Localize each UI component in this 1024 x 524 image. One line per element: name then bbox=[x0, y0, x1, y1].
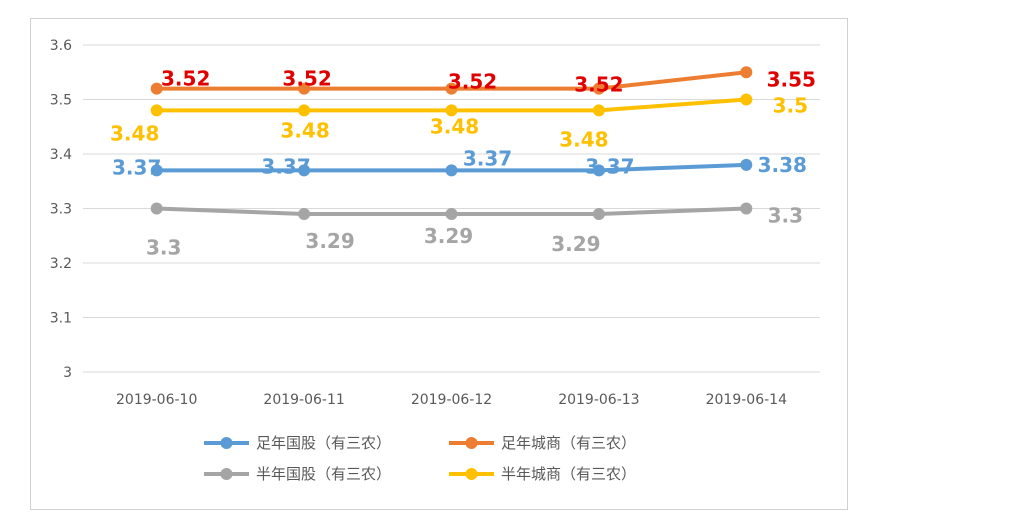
y-tick-label: 3.2 bbox=[50, 256, 72, 272]
data-label: 3.3 bbox=[768, 204, 803, 228]
y-tick-label: 3.4 bbox=[50, 147, 72, 163]
data-point bbox=[298, 104, 311, 117]
data-point bbox=[740, 93, 753, 106]
y-tick-label: 3.5 bbox=[50, 93, 72, 109]
legend-swatch-marker bbox=[465, 437, 478, 449]
y-axis-ticks: 3 3.1 3.2 3.3 3.4 3.5 3.6 bbox=[50, 38, 72, 381]
data-label: 3.48 bbox=[280, 118, 329, 142]
data-point bbox=[592, 82, 605, 95]
data-label: 3.48 bbox=[559, 127, 608, 151]
data-point bbox=[445, 82, 458, 95]
gridlines bbox=[83, 44, 820, 373]
data-label: 3.55 bbox=[767, 67, 816, 91]
data-point bbox=[298, 82, 311, 95]
data-point bbox=[592, 164, 605, 177]
series-lines bbox=[150, 66, 753, 220]
data-label: 3.37 bbox=[112, 155, 161, 179]
x-tick-label: 2019-06-14 bbox=[706, 392, 787, 408]
data-label: 3.38 bbox=[758, 153, 807, 177]
x-tick-label: 2019-06-10 bbox=[116, 392, 197, 408]
data-label: 3.48 bbox=[110, 121, 159, 145]
legend: 足年国股（有三农） 足年城商（有三农） 半年国股（有三农） 半年城商（有三农） bbox=[204, 434, 636, 483]
legend-swatch-marker bbox=[220, 437, 233, 449]
data-point bbox=[150, 104, 163, 117]
data-label: 3.48 bbox=[430, 114, 479, 138]
data-point bbox=[150, 202, 163, 215]
x-tick-label: 2019-06-12 bbox=[411, 392, 492, 408]
data-point bbox=[298, 207, 311, 220]
data-label: 3.37 bbox=[261, 154, 310, 178]
data-label: 3.52 bbox=[574, 73, 623, 97]
legend-entry: 足年城商（有三农） bbox=[501, 434, 636, 452]
data-point bbox=[592, 207, 605, 220]
x-tick-label: 2019-06-13 bbox=[558, 392, 639, 408]
data-label: 3.52 bbox=[282, 67, 331, 91]
legend-entry: 半年城商（有三农） bbox=[501, 465, 636, 483]
data-label: 3.5 bbox=[773, 94, 808, 118]
data-labels: 3.37 3.37 3.37 3.37 3.38 3.52 3.52 3.52 3.52 3.55… bbox=[110, 67, 816, 260]
data-point bbox=[445, 207, 458, 220]
data-label: 3.29 bbox=[305, 229, 354, 253]
data-point bbox=[592, 104, 605, 117]
x-tick-label: 2019-06-11 bbox=[263, 392, 344, 408]
data-label: 3.37 bbox=[585, 154, 634, 178]
y-tick-label: 3 bbox=[63, 365, 72, 381]
legend-entry: 足年国股（有三农） bbox=[256, 434, 391, 452]
legend-swatch-marker bbox=[465, 468, 478, 480]
y-tick-label: 3.3 bbox=[50, 202, 72, 218]
y-tick-label: 3.1 bbox=[50, 311, 72, 327]
data-label: 3.29 bbox=[551, 232, 600, 256]
data-label: 3.37 bbox=[463, 146, 512, 170]
data-label: 3.52 bbox=[448, 70, 497, 94]
data-point bbox=[740, 66, 753, 79]
data-point bbox=[740, 202, 753, 215]
y-tick-label: 3.6 bbox=[50, 38, 72, 54]
data-label: 3.29 bbox=[424, 224, 473, 248]
legend-swatch-marker bbox=[220, 468, 233, 480]
data-point bbox=[740, 158, 753, 171]
x-axis-ticks: 2019-06-10 2019-06-11 2019-06-12 2019-06-13… bbox=[116, 392, 787, 408]
data-point bbox=[445, 164, 458, 177]
data-label: 3.52 bbox=[161, 67, 210, 91]
legend-entry: 半年国股（有三农） bbox=[256, 465, 391, 483]
data-point bbox=[445, 104, 458, 117]
data-point bbox=[150, 82, 163, 95]
data-point bbox=[298, 164, 311, 177]
data-point bbox=[150, 164, 163, 177]
data-label: 3.3 bbox=[146, 236, 181, 260]
